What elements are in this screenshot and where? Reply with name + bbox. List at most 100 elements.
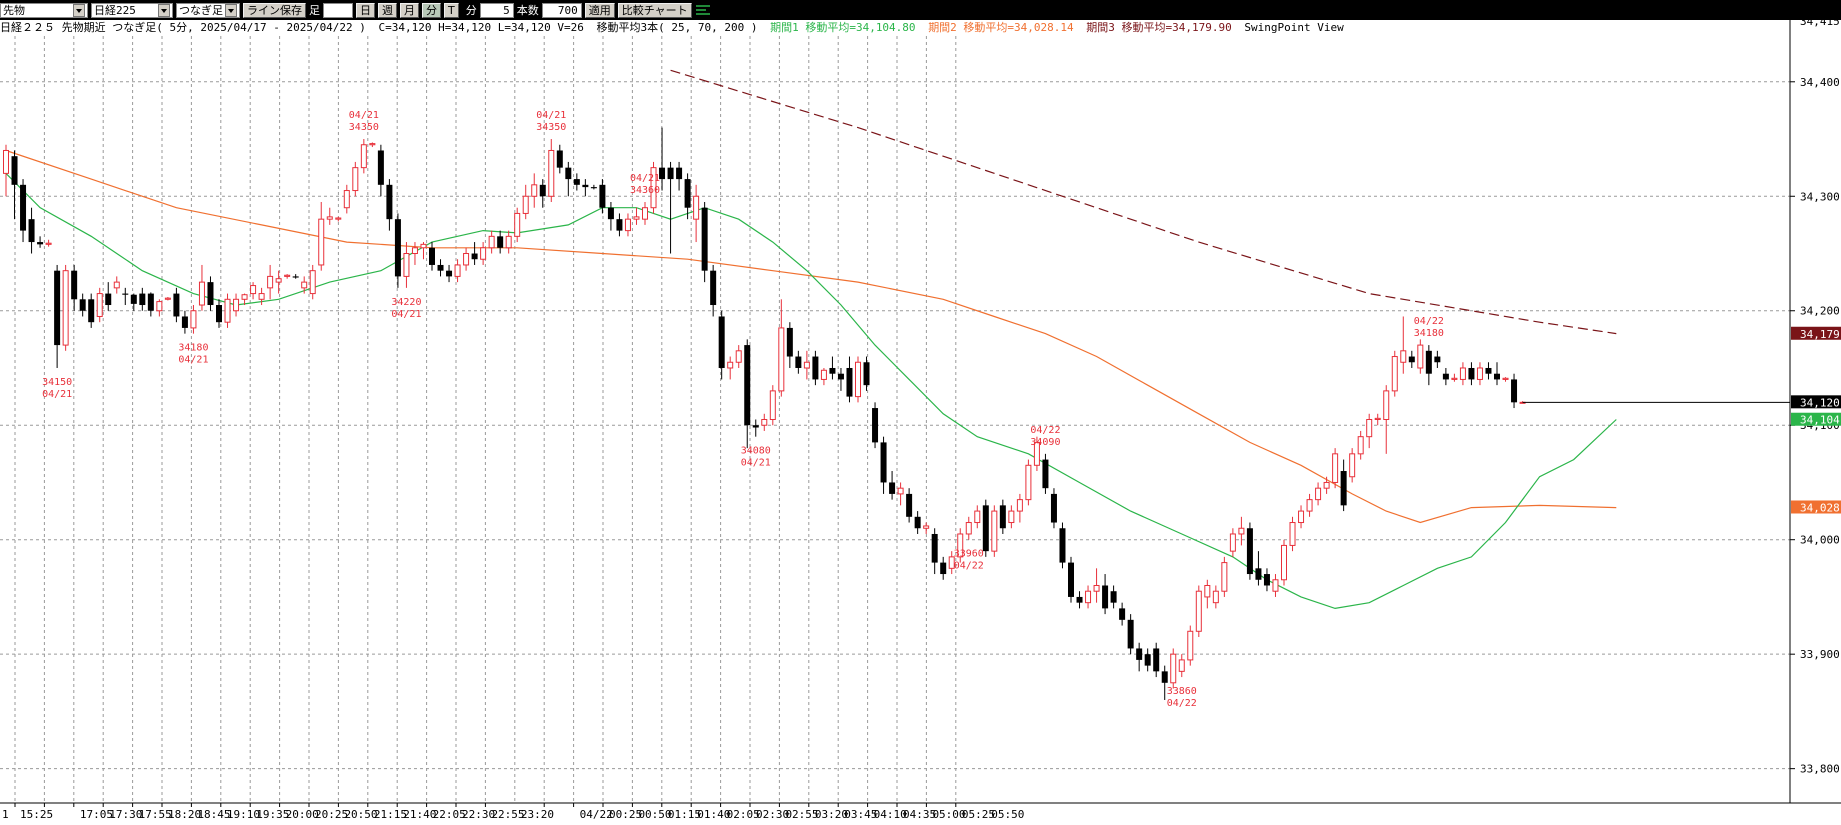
candle [693, 184, 700, 243]
candle [642, 201, 648, 225]
x-tick-label: 21:15 [374, 808, 407, 821]
x-tick-label: 02:30 [756, 808, 789, 821]
candle [420, 242, 427, 260]
x-tick-label: 02:05 [727, 808, 760, 821]
compare-chart-button[interactable]: 比較チャート [617, 2, 692, 18]
candle [1315, 482, 1322, 506]
candle [582, 179, 589, 197]
candle [352, 161, 359, 197]
x-tick-label: 22:55 [491, 808, 524, 821]
x-tick-label: 17:05 [80, 808, 113, 821]
candle [1323, 476, 1330, 494]
candle [437, 259, 444, 277]
candle [233, 293, 240, 317]
candle [1059, 522, 1066, 569]
candle [224, 293, 231, 328]
candle [820, 367, 827, 386]
candle [1306, 493, 1313, 517]
candle [463, 247, 470, 271]
price-tag-close [1791, 395, 1841, 409]
x-tick-label: 22:30 [462, 808, 495, 821]
candle [11, 150, 18, 220]
candle [488, 230, 495, 254]
ma3-readout: 期間3 移動平均=34,179.90 [1086, 21, 1232, 34]
candle [1255, 551, 1262, 586]
chart-title: 日経２２５ 先物期近 つなぎ足( 5分, 2025/04/17 - 2025/0… [0, 21, 366, 34]
candle [786, 322, 793, 368]
candle [906, 488, 913, 523]
candle [1332, 448, 1339, 489]
candle [710, 264, 717, 317]
candle [369, 142, 376, 148]
swing-price-label: 33960 [954, 549, 984, 560]
candle [624, 213, 631, 237]
candle [676, 161, 683, 191]
x-tick-label: 18:20 [168, 808, 201, 821]
candle [1383, 385, 1390, 454]
candle [803, 350, 810, 380]
count-input[interactable]: 700 [541, 2, 582, 18]
candle [1136, 642, 1143, 672]
candle [1366, 413, 1373, 449]
candle [71, 264, 78, 311]
candle [1476, 362, 1483, 386]
symbol-type-select[interactable]: 先物 [0, 2, 88, 18]
candle [1289, 516, 1296, 552]
candle [1298, 505, 1305, 529]
candle [429, 242, 435, 271]
candle [386, 179, 393, 231]
candle [275, 270, 282, 294]
minute-input[interactable]: 5 [479, 2, 514, 18]
apply-button[interactable]: 適用 [584, 2, 615, 18]
candle [616, 213, 623, 237]
symbol-select[interactable]: 日経225 [91, 2, 173, 18]
ma1-readout: 期間1 移動平均=34,104.80 [770, 21, 916, 34]
candle [1076, 591, 1083, 609]
period-week-button[interactable]: 週 [378, 2, 397, 18]
x-tick-label: 01:40 [697, 808, 730, 821]
y-tick-label: 33,900 [1800, 648, 1840, 661]
chevron-down-icon [73, 3, 85, 17]
candle [940, 556, 947, 580]
candle [1170, 648, 1177, 689]
candle [1025, 459, 1032, 506]
candle [855, 356, 861, 403]
ma-label: 移動平均3本( 25, 70, 200 ) [596, 21, 758, 34]
candle [267, 264, 274, 300]
y-tick-label: 34,400 [1800, 76, 1840, 89]
period-month-button[interactable]: 月 [400, 2, 419, 18]
candle [181, 310, 188, 334]
swing-price-label: 33860 [1167, 686, 1197, 697]
chart-lines-icon[interactable] [695, 3, 711, 17]
candle [974, 505, 981, 529]
swing-price-label: 34350 [349, 122, 379, 133]
ashi-input[interactable] [323, 2, 353, 18]
candle [531, 173, 538, 208]
period-tick-button[interactable]: T [444, 2, 459, 18]
x-tick-label: 02:55 [785, 808, 818, 821]
candle [948, 551, 955, 575]
candle [1187, 625, 1194, 666]
candle [650, 161, 657, 214]
line-save-button[interactable]: ライン保存 [243, 2, 306, 18]
chart-kind-select[interactable]: つなぎ足 [176, 2, 240, 18]
ma2-line [5, 149, 1617, 524]
candle [812, 350, 819, 386]
candle [1246, 522, 1253, 580]
candle [1119, 602, 1126, 626]
ohlcv-readout: C=34,120 H=34,120 L=34,120 V=26 [378, 21, 584, 34]
swing-date-label: 04/21 [178, 355, 208, 366]
candle [62, 264, 69, 351]
candle [1195, 585, 1202, 638]
x-tick-label: 03:20 [815, 808, 848, 821]
swing-price-label: 34180 [178, 343, 208, 354]
x-tick-label: 04:10 [874, 808, 907, 821]
period-day-button[interactable]: 日 [356, 2, 375, 18]
candle [1281, 539, 1287, 586]
candle [837, 367, 844, 391]
period-minute-button[interactable]: 分 [422, 2, 441, 18]
candle [454, 259, 461, 283]
swing-price-label: 34350 [536, 122, 566, 133]
candle [79, 293, 86, 317]
